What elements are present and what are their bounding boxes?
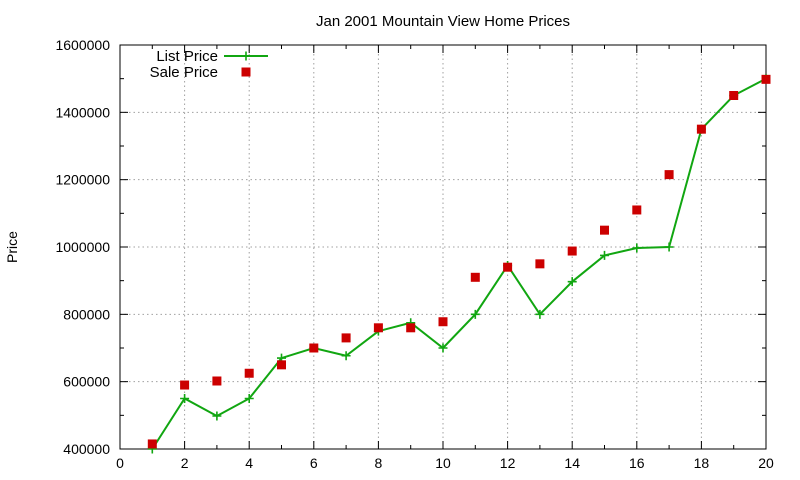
tick-labels: 0 2 4 6 8 10 12 14 16 18 20 400000 600000 800000 10000… (55, 37, 774, 471)
data-point (244, 368, 254, 378)
data-point (632, 243, 642, 253)
data-point (567, 246, 577, 256)
data-point (438, 317, 448, 327)
data-point (180, 394, 190, 403)
y-tick-label: 800000 (63, 306, 110, 322)
data-point (761, 74, 771, 84)
legend-marker (241, 67, 251, 77)
data-point (600, 250, 609, 260)
series-1 (147, 74, 771, 454)
y-tick-label: 600000 (63, 374, 110, 390)
x-tick-label: 16 (629, 455, 645, 471)
y-tick-label: 400000 (63, 441, 110, 457)
data-point (535, 309, 545, 319)
data-point (535, 259, 545, 269)
y-axis-label: Price (4, 231, 20, 263)
legend-label: Sale Price (150, 64, 218, 81)
x-tick-label: 0 (116, 455, 124, 471)
data-point (729, 91, 739, 100)
data-point (406, 323, 416, 333)
data-point (180, 380, 190, 390)
data-series (147, 74, 771, 454)
data-point (503, 262, 513, 272)
data-point (664, 242, 674, 252)
series-line (151, 77, 767, 450)
legend-label: List Price (156, 48, 218, 65)
data-point (373, 323, 383, 333)
x-tick-label: 8 (375, 455, 383, 471)
x-tick-label: 20 (758, 455, 774, 471)
data-point (341, 351, 351, 361)
data-point (309, 343, 319, 353)
data-point (438, 343, 448, 353)
y-tick-label: 1600000 (55, 37, 110, 53)
data-point (212, 411, 222, 421)
axis-ticks (119, 44, 767, 450)
data-point (277, 360, 286, 370)
series-2 (147, 74, 771, 449)
data-point (470, 309, 480, 319)
x-tick-label: 14 (564, 455, 580, 471)
data-point (696, 124, 706, 134)
x-tick-label: 10 (435, 455, 451, 471)
x-tick-label: 4 (245, 455, 253, 471)
data-point (632, 205, 642, 215)
data-point (600, 225, 609, 235)
chart-title: Jan 2001 Mountain View Home Prices (316, 13, 570, 30)
y-tick-label: 1200000 (55, 172, 110, 188)
data-point (470, 272, 480, 282)
data-point (341, 333, 351, 343)
data-point (567, 277, 577, 287)
data-point (212, 376, 222, 386)
y-tick-label: 1000000 (55, 239, 110, 255)
x-tick-label: 18 (694, 455, 710, 471)
x-tick-label: 6 (310, 455, 318, 471)
data-point (664, 170, 674, 180)
legend-marker (241, 51, 251, 61)
x-tick-label: 12 (500, 455, 516, 471)
y-tick-label: 1400000 (55, 104, 110, 120)
x-tick-label: 2 (181, 455, 189, 471)
data-point (244, 394, 254, 403)
data-point (147, 439, 157, 449)
